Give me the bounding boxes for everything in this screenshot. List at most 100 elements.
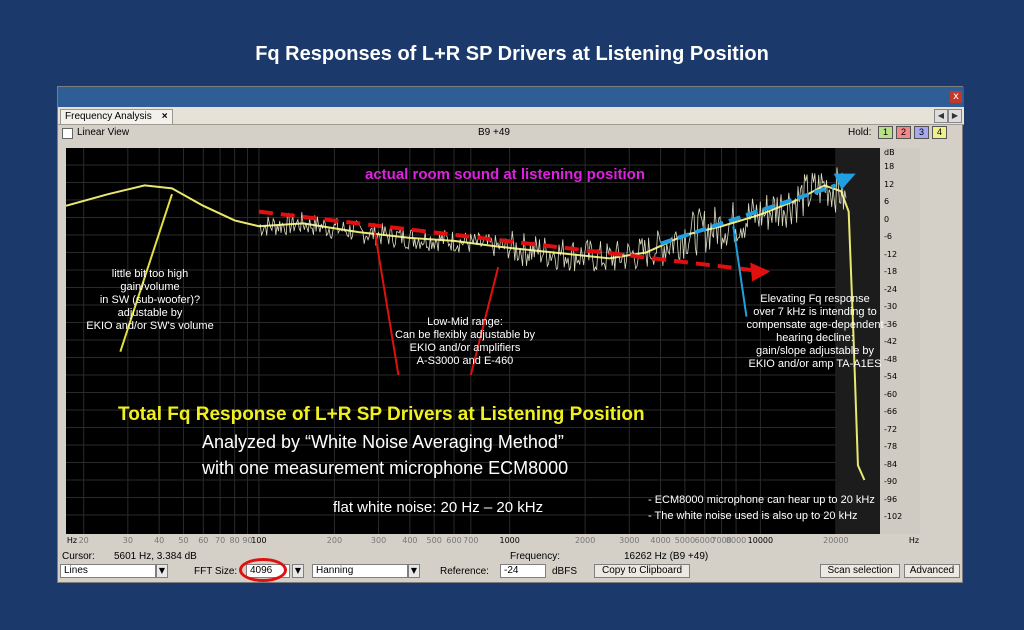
cursor-label: Cursor: [62,551,95,562]
flat-white-noise-note: flat white noise: 20 Hz – 20 kHz [333,499,544,516]
db-tick-label: -54 [884,372,898,381]
fft-size-highlight-circle [239,558,287,582]
db-tick-label: -78 [884,442,898,451]
tab-prev-icon[interactable]: ◀ [934,109,948,123]
view-mode-select[interactable]: Lines [60,564,156,578]
x-tick-label: 6000 [694,536,715,545]
scan-selection-button[interactable]: Scan selection [820,564,900,578]
x-tick-label: 7000 [711,536,732,545]
frequency-analysis-window: x Frequency Analysis × ◀ ▶ Linear View B9… [57,86,964,583]
db-tick-label: 12 [884,179,895,189]
db-tick-label: 18 [884,162,895,171]
hold-button-3[interactable]: 3 [914,126,929,139]
x-tick-label: 80 [229,536,240,545]
annotation-line: adjustable by [117,307,183,319]
window-close-icon[interactable]: x [950,91,962,103]
x-tick-label: 8000 [725,536,747,545]
fft-size-dropdown-icon[interactable]: ▼ [292,564,304,578]
x-unit-right: Hz [908,536,920,545]
top-frequency-readout: B9 +49 [478,127,510,138]
blue-arrowhead-icon [833,173,856,190]
x-tick-label: 20000 [823,536,849,545]
mic-note-2: - The white noise used is also up to 20 … [648,510,858,522]
subwoofer-pointer-line [119,193,173,352]
hold-button-1[interactable]: 1 [878,126,893,139]
low-mid-trend-arrow [258,209,752,272]
db-tick-label: -84 [884,459,898,469]
db-tick-label: -90 [884,477,898,486]
hold-button-2[interactable]: 2 [896,126,911,139]
db-tick-label: -66 [884,407,898,416]
elevating-pointer-line [732,226,748,317]
window-function-select[interactable]: Hanning [312,564,408,578]
fft-size-label: FFT Size: [194,566,238,577]
low-mid-annotation: Low-Mid range: Can be flexibly adjustabl… [370,316,560,368]
annotation-line: A-S3000 and E-460 [416,355,514,367]
tab-close-icon[interactable]: × [161,111,168,122]
annotation-line: Elevating Fq response [760,293,870,305]
copy-to-clipboard-button[interactable]: Copy to Clipboard [594,564,690,578]
window-function-dropdown-icon[interactable]: ▼ [408,564,420,578]
reference-label: Reference: [440,566,489,577]
elevating-annotation: Elevating Fq response over 7 kHz is inte… [730,293,900,371]
db-scale: dB 18 12 6 0 -6 -12 -18 -24 -30 -36 -42 -48 -54 -60 -6… [880,148,920,534]
x-tick-label: 3000 [619,536,640,545]
analyzed-line-1: Analyzed by “White Noise Averaging Metho… [202,432,564,452]
annotation-line: gain/volume [120,281,180,293]
tab-bar: Frequency Analysis × ◀ ▶ [58,107,964,125]
linear-view-label: Linear View [77,127,130,138]
annotation-line: EKIO and/or SW's volume [86,320,214,332]
db-tick-label: 6 [884,197,890,206]
view-mode-dropdown-icon[interactable]: ▼ [156,564,168,578]
linear-view-checkbox[interactable] [62,128,73,139]
x-tick-label: 600 [446,536,462,545]
reference-unit: dBFS [552,566,578,577]
db-tick-label: -30 [884,302,898,311]
db-tick-label: -96 [884,494,898,504]
mic-note-1: - ECM8000 microphone can hear up to 20 k… [648,494,875,506]
x-tick-label: 400 [402,536,418,545]
above-20khz-region [835,148,880,534]
tab-next-icon[interactable]: ▶ [948,109,962,123]
db-tick-label: -18 [884,267,898,276]
db-unit-label: dB [884,148,895,157]
x-tick-label: 60 [198,536,209,545]
annotation-line: EKIO and/or amp TA-A1ES [748,358,882,370]
reference-input[interactable]: -24 [500,564,546,578]
db-tick-label: -42 [884,337,898,346]
x-tick-label: 700 [463,536,479,545]
annotation-line: little bit too high [111,268,189,280]
raw-response-trace [258,167,847,272]
annotation-line: in SW (sub-woofer)? [99,294,201,306]
x-tick-label: 90 [242,536,253,545]
x-tick-label: 50 [178,536,189,545]
db-tick-label: -12 [884,249,898,259]
annotation-line: Low-Mid range: [427,316,503,328]
controls-row: Lines ▼ FFT Size: 4096 ▼ Hanning ▼ Refer… [58,563,964,581]
red-arrowhead-icon [750,262,771,282]
db-tick-label: -36 [884,319,898,329]
spectrum-svg [66,148,880,534]
x-tick-label: 70 [215,536,226,545]
x-tick-label: 10000 [747,536,774,545]
db-tick-label: -72 [884,424,898,434]
high-frequency-trend-arrow [659,183,837,246]
spectrum-plot[interactable] [66,148,880,534]
advanced-button[interactable]: Advanced [904,564,960,578]
annotation-line: over 7 kHz is intending to [753,306,877,318]
annotation-line: EKIO and/or amplifiers [409,342,521,354]
room-sound-annotation: actual room sound at listening position [364,166,645,183]
db-tick-label: 0 [884,214,890,224]
tab-frequency-analysis[interactable]: Frequency Analysis × [60,109,173,124]
db-tick-label: -48 [884,354,898,364]
x-tick-label: 500 [426,536,442,545]
hold-button-4[interactable]: 4 [932,126,947,139]
annotation-line: gain/slope adjustable by [755,345,875,357]
x-tick-label: 20 [78,536,89,545]
subwoofer-annotation: little bit too high gain/volume in SW (s… [65,268,235,333]
window-top-strip: x [58,87,964,107]
frequency-axis: Hz Hz 20 30 40 50 60 70 80 90 100 200 300 400 500 600… [66,534,926,548]
db-tick-label: -60 [884,389,898,399]
total-response-title: Total Fq Response of L+R SP Drivers at L… [118,404,645,425]
